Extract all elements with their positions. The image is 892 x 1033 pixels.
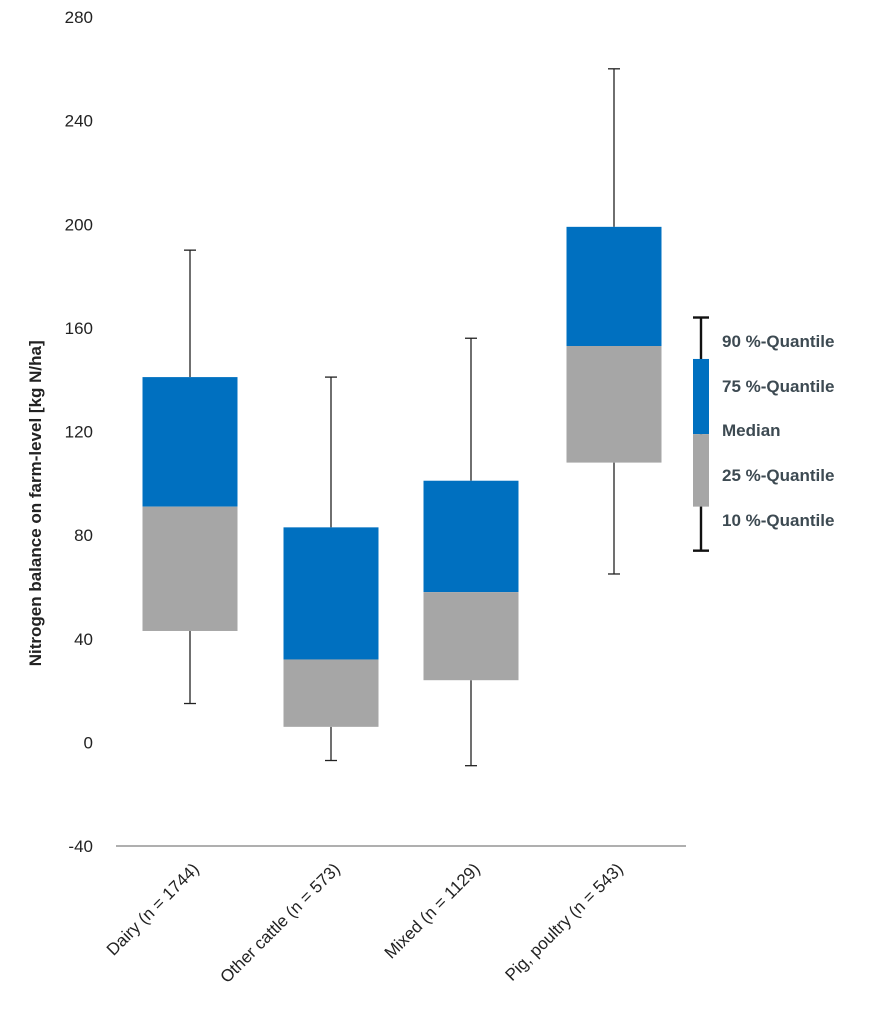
boxes-group xyxy=(142,68,662,767)
category-label: Mixed (n = 1129) xyxy=(381,859,484,962)
category-label: Other cattle (n = 573) xyxy=(216,859,343,986)
box-1 xyxy=(283,376,379,762)
upper-box-segment xyxy=(566,226,662,347)
lower-box-segment xyxy=(142,506,238,631)
box-0 xyxy=(142,249,238,705)
box-2 xyxy=(423,337,519,767)
category-label: Pig, poultry (n = 543) xyxy=(501,859,626,984)
upper-box-segment xyxy=(142,377,238,507)
y-tick-label: 200 xyxy=(65,215,93,234)
legend-lower-swatch xyxy=(693,434,709,507)
lower-box-segment xyxy=(566,346,662,463)
y-tick-label: 280 xyxy=(65,8,93,27)
legend-item-label: 10 %-Quantile xyxy=(722,511,834,530)
y-tick-label: 40 xyxy=(74,630,93,649)
upper-box-segment xyxy=(423,480,519,593)
legend: 90 %-Quantile 75 %-Quantile Median 25 %-Qua… xyxy=(693,316,834,552)
legend-item-label: Median xyxy=(722,421,781,440)
legend-item-label: 90 %-Quantile xyxy=(722,332,834,351)
box-3 xyxy=(566,68,662,575)
y-axis-ticks: -40 0 40 80 120 160 200 240 280 xyxy=(65,8,93,856)
category-labels: Dairy (n = 1744) Other cattle (n = 573) Mi… xyxy=(103,859,627,986)
y-tick-label: 240 xyxy=(65,112,93,131)
legend-upper-swatch xyxy=(693,358,709,435)
y-tick-label: 120 xyxy=(65,423,93,442)
legend-item-label: 25 %-Quantile xyxy=(722,466,834,485)
lower-box-segment xyxy=(423,592,519,681)
y-tick-label: 80 xyxy=(74,526,93,545)
lower-box-segment xyxy=(283,659,379,727)
category-label: Dairy (n = 1744) xyxy=(103,859,203,959)
y-tick-label: -40 xyxy=(68,837,93,856)
y-tick-label: 0 xyxy=(84,733,93,752)
upper-box-segment xyxy=(283,527,379,660)
y-axis-label: Nitrogen balance on farm-level [kg N/ha] xyxy=(26,340,45,666)
y-tick-label: 160 xyxy=(65,319,93,338)
legend-item-label: 75 %-Quantile xyxy=(722,377,834,396)
